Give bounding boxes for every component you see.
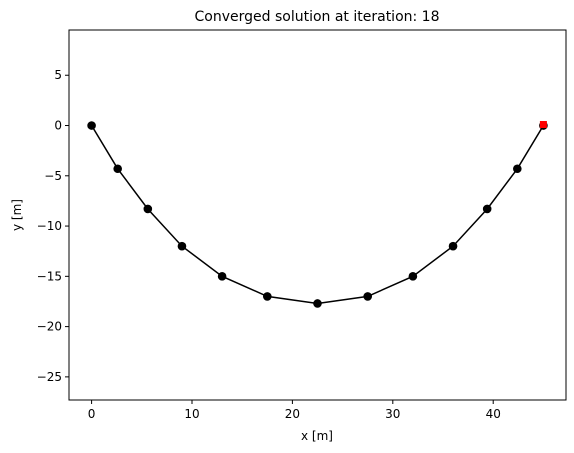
y-tick-label: −25 <box>37 370 62 384</box>
x-tick-label: 20 <box>285 407 300 421</box>
x-tick-label: 30 <box>385 407 400 421</box>
y-tick-label: −10 <box>37 219 62 233</box>
x-tick-label: 0 <box>88 407 96 421</box>
data-point <box>513 164 522 174</box>
y-tick-label: −15 <box>37 269 62 283</box>
x-tick-label: 10 <box>184 407 199 421</box>
data-point <box>262 292 272 301</box>
data-point <box>113 164 122 174</box>
data-point <box>143 204 153 214</box>
data-point <box>408 272 418 281</box>
plot-frame <box>68 29 567 401</box>
y-tick-label: 5 <box>54 68 62 82</box>
y-tick-label: 0 <box>54 119 62 133</box>
chart-title: Converged solution at iteration: 18 <box>195 9 440 25</box>
y-tick-label: −5 <box>44 169 62 183</box>
data-point <box>87 121 96 130</box>
y-tick-label: −20 <box>37 320 62 334</box>
data-point <box>217 272 227 281</box>
data-point <box>482 204 492 214</box>
plot-background <box>69 30 566 400</box>
x-tick-label: 40 <box>486 407 501 421</box>
x-axis-label: x [m] <box>301 429 333 443</box>
data-point <box>363 292 373 301</box>
data-point <box>448 241 458 251</box>
series-layer <box>87 121 548 308</box>
highlight-point <box>539 121 547 129</box>
data-point <box>313 299 322 308</box>
data-point <box>177 241 187 251</box>
y-axis-label: y [m] <box>10 199 24 231</box>
